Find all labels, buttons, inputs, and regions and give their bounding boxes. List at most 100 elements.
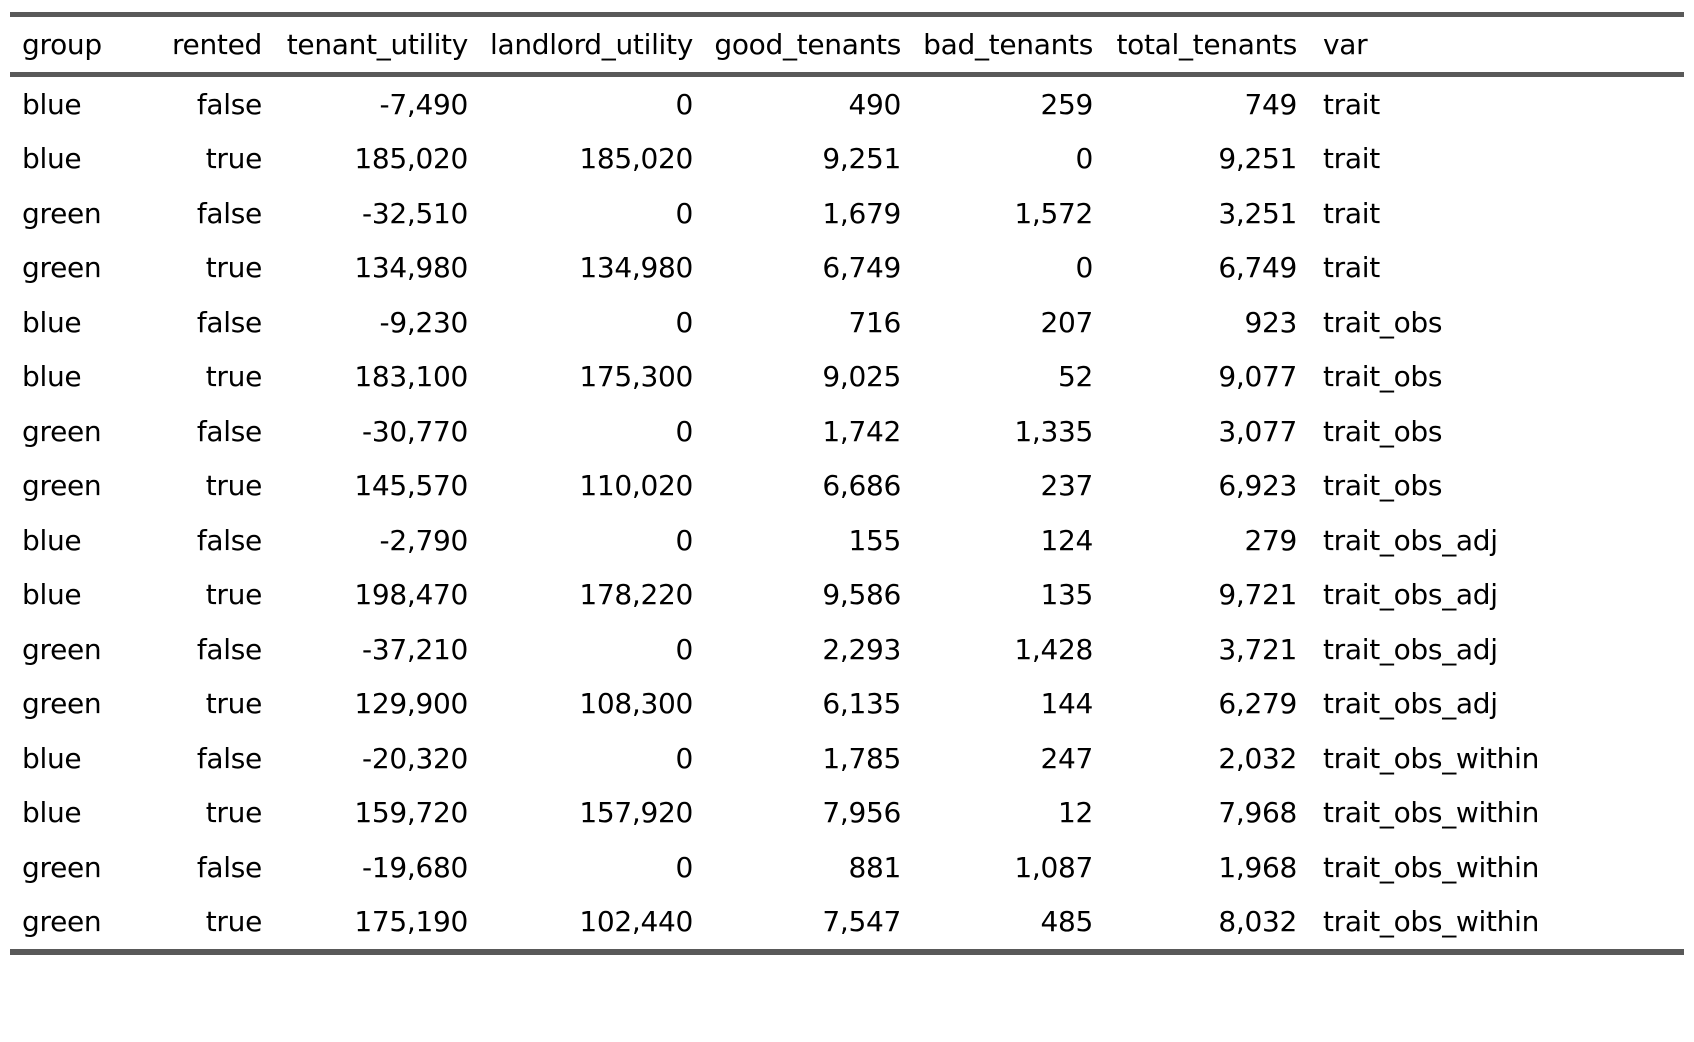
cell-var: trait bbox=[1323, 196, 1380, 230]
cell-var: trait_obs_adj bbox=[1323, 632, 1498, 666]
cell-group: green bbox=[22, 469, 102, 503]
cell-total_tenants: 3,721 bbox=[1218, 632, 1297, 666]
cell-bad_tenants: 135 bbox=[1040, 578, 1093, 612]
cell-good_tenants: 9,251 bbox=[822, 142, 901, 176]
cell-var: trait_obs_adj bbox=[1323, 687, 1498, 721]
cell-tenant_utility: 198,470 bbox=[354, 578, 468, 612]
cell-good_tenants: 6,686 bbox=[822, 469, 901, 503]
cell-bad_tenants: 144 bbox=[1040, 687, 1093, 721]
cell-var: trait_obs_within bbox=[1323, 905, 1540, 939]
cell-total_tenants: 6,749 bbox=[1218, 251, 1297, 285]
cell-var: trait_obs_within bbox=[1323, 796, 1540, 830]
cell-bad_tenants: 12 bbox=[1057, 796, 1093, 830]
column-header-var: var bbox=[1323, 28, 1368, 61]
column-header-group: group bbox=[22, 28, 102, 61]
cell-tenant_utility: 145,570 bbox=[354, 469, 468, 503]
cell-landlord_utility: 0 bbox=[675, 305, 693, 339]
cell-tenant_utility: 185,020 bbox=[354, 142, 468, 176]
cell-var: trait_obs_within bbox=[1323, 850, 1540, 884]
cell-good_tenants: 1,785 bbox=[822, 741, 901, 775]
cell-var: trait_obs bbox=[1323, 305, 1443, 339]
cell-rented: true bbox=[205, 905, 262, 939]
cell-rented: true bbox=[205, 796, 262, 830]
column-header-landlord_utility: landlord_utility bbox=[490, 28, 693, 61]
table-row: blue false -9,230 0 716 207 923 trait_obs bbox=[10, 295, 1684, 350]
cell-var: trait_obs bbox=[1323, 469, 1443, 503]
table-row: blue true 185,020 185,020 9,251 0 9,251 trait bbox=[10, 132, 1684, 187]
cell-good_tenants: 9,025 bbox=[822, 360, 901, 394]
cell-good_tenants: 7,547 bbox=[822, 905, 901, 939]
cell-good_tenants: 6,749 bbox=[822, 251, 901, 285]
cell-good_tenants: 9,586 bbox=[822, 578, 901, 612]
cell-total_tenants: 6,279 bbox=[1218, 687, 1297, 721]
cell-good_tenants: 6,135 bbox=[822, 687, 901, 721]
column-header-good_tenants: good_tenants bbox=[714, 28, 901, 61]
table-body: blue false -7,490 0 490 259 749 trait blue true 18… bbox=[10, 75, 1684, 952]
table-row: blue false -20,320 0 1,785 247 2,032 trait_obs_… bbox=[10, 731, 1684, 786]
table-row: green false -30,770 0 1,742 1,335 3,077 trait_o… bbox=[10, 404, 1684, 459]
cell-landlord_utility: 0 bbox=[675, 196, 693, 230]
cell-total_tenants: 1,968 bbox=[1218, 850, 1297, 884]
cell-bad_tenants: 124 bbox=[1040, 523, 1093, 557]
table-row: green false -19,680 0 881 1,087 1,968 trait_obs… bbox=[10, 840, 1684, 895]
cell-total_tenants: 9,077 bbox=[1218, 360, 1297, 394]
cell-group: green bbox=[22, 196, 102, 230]
cell-rented: false bbox=[196, 196, 262, 230]
cell-bad_tenants: 1,428 bbox=[1014, 632, 1093, 666]
cell-group: blue bbox=[22, 360, 82, 394]
cell-tenant_utility: 159,720 bbox=[354, 796, 468, 830]
cell-good_tenants: 2,293 bbox=[822, 632, 901, 666]
cell-bad_tenants: 1,087 bbox=[1014, 850, 1093, 884]
cell-tenant_utility: -32,510 bbox=[362, 196, 468, 230]
cell-good_tenants: 7,956 bbox=[822, 796, 901, 830]
table-row: green true 175,190 102,440 7,547 485 8,032 trai… bbox=[10, 895, 1684, 952]
cell-rented: false bbox=[196, 523, 262, 557]
cell-rented: true bbox=[205, 360, 262, 394]
cell-good_tenants: 1,679 bbox=[822, 196, 901, 230]
cell-tenant_utility: -19,680 bbox=[362, 850, 468, 884]
cell-bad_tenants: 259 bbox=[1040, 87, 1093, 121]
cell-good_tenants: 1,742 bbox=[822, 414, 901, 448]
cell-var: trait_obs bbox=[1323, 414, 1443, 448]
table-row: blue true 159,720 157,920 7,956 12 7,968 trait_… bbox=[10, 786, 1684, 841]
cell-var: trait bbox=[1323, 142, 1380, 176]
cell-group: green bbox=[22, 414, 102, 448]
cell-landlord_utility: 175,300 bbox=[579, 360, 693, 394]
cell-group: blue bbox=[22, 578, 82, 612]
cell-bad_tenants: 1,572 bbox=[1014, 196, 1093, 230]
table-row: green true 134,980 134,980 6,749 0 6,749 trait bbox=[10, 241, 1684, 296]
cell-good_tenants: 716 bbox=[848, 305, 901, 339]
cell-landlord_utility: 0 bbox=[675, 741, 693, 775]
column-header-rented: rented bbox=[171, 28, 262, 61]
cell-good_tenants: 881 bbox=[848, 850, 901, 884]
cell-var: trait bbox=[1323, 251, 1380, 285]
cell-rented: false bbox=[196, 632, 262, 666]
cell-rented: true bbox=[205, 687, 262, 721]
cell-total_tenants: 8,032 bbox=[1218, 905, 1297, 939]
cell-tenant_utility: 129,900 bbox=[354, 687, 468, 721]
cell-total_tenants: 9,721 bbox=[1218, 578, 1297, 612]
cell-group: green bbox=[22, 905, 102, 939]
cell-tenant_utility: -37,210 bbox=[362, 632, 468, 666]
column-header-tenant_utility: tenant_utility bbox=[286, 28, 468, 61]
cell-var: trait_obs_within bbox=[1323, 741, 1540, 775]
cell-rented: false bbox=[196, 305, 262, 339]
cell-tenant_utility: 175,190 bbox=[354, 905, 468, 939]
cell-rented: false bbox=[196, 87, 262, 121]
cell-bad_tenants: 247 bbox=[1040, 741, 1093, 775]
cell-tenant_utility: -2,790 bbox=[379, 523, 468, 557]
cell-total_tenants: 923 bbox=[1244, 305, 1297, 339]
cell-landlord_utility: 108,300 bbox=[579, 687, 693, 721]
cell-group: blue bbox=[22, 305, 82, 339]
data-table: group rented tenant_utility landlord_utilit… bbox=[10, 12, 1684, 955]
cell-var: trait_obs_adj bbox=[1323, 578, 1498, 612]
cell-landlord_utility: 102,440 bbox=[579, 905, 693, 939]
cell-group: blue bbox=[22, 87, 82, 121]
cell-total_tenants: 279 bbox=[1244, 523, 1297, 557]
cell-rented: true bbox=[205, 142, 262, 176]
cell-group: blue bbox=[22, 796, 82, 830]
cell-good_tenants: 155 bbox=[848, 523, 901, 557]
cell-total_tenants: 3,251 bbox=[1218, 196, 1297, 230]
cell-total_tenants: 6,923 bbox=[1218, 469, 1297, 503]
table-row: blue false -7,490 0 490 259 749 trait bbox=[10, 75, 1684, 132]
